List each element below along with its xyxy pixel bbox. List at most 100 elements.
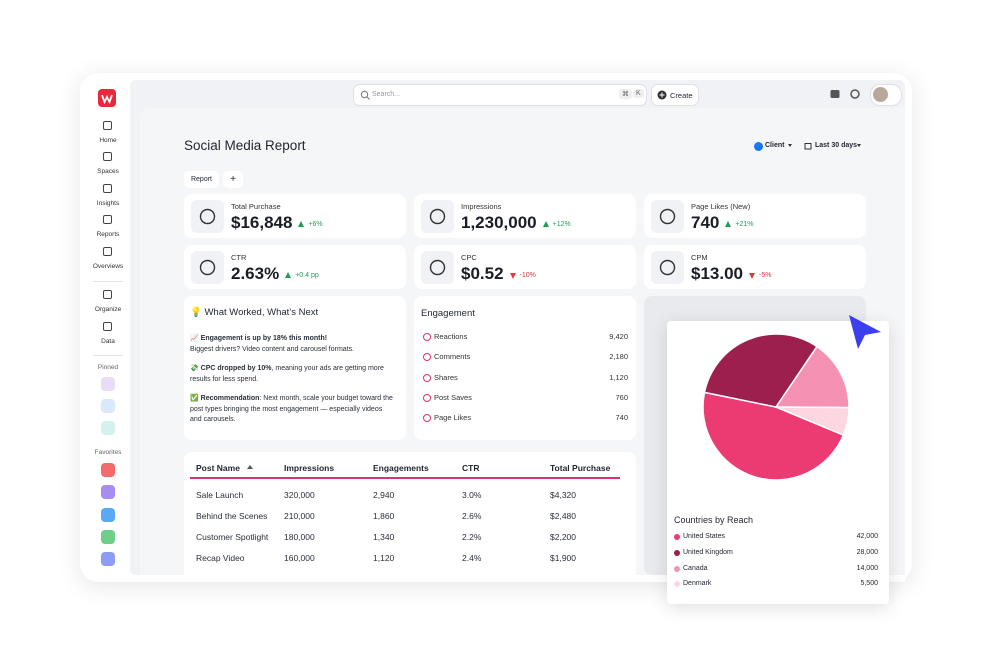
kpi-label: Impressions	[461, 202, 502, 211]
tab[interactable]: Report	[184, 171, 219, 188]
engagement-value: 760	[615, 392, 628, 402]
table-cell: Sale Launch	[196, 490, 244, 500]
insight-icon: 💸	[190, 365, 199, 372]
kpi-change: -10%	[519, 272, 536, 279]
nav-icon[interactable]	[103, 247, 112, 256]
avatar[interactable]	[870, 84, 902, 106]
kpi-change: -5%	[759, 272, 772, 279]
engagement-label: Post Saves	[434, 392, 472, 402]
shortcut-key: K	[633, 89, 644, 98]
insight-bold: CPC dropped by 10%	[200, 365, 272, 372]
engagement-label: Page Likes	[434, 413, 472, 423]
kpi-arrow	[285, 272, 292, 278]
nav-label[interactable]: Data	[101, 338, 115, 345]
activity-icon[interactable]	[849, 88, 861, 100]
table-cell: 1,340	[373, 532, 395, 542]
legend-swatch	[674, 549, 680, 556]
engagement-icon	[423, 393, 431, 402]
pie-slice	[774, 345, 850, 409]
insights-title: 💡 What Worked, What’s Next	[190, 307, 319, 318]
engagement-icon	[423, 414, 431, 423]
kpi-icon	[191, 200, 224, 233]
kpi-label: CPM	[691, 253, 708, 262]
create-button[interactable]: Create	[651, 84, 699, 106]
engagement-icon	[423, 333, 431, 341]
fav-icon[interactable]	[101, 463, 115, 477]
table-cell: 2.2%	[462, 532, 482, 542]
nav-icon[interactable]	[103, 184, 112, 193]
kpi-value: $16,848	[231, 213, 293, 232]
nav-icon[interactable]	[103, 290, 112, 299]
legend-swatch	[674, 565, 680, 572]
table-cell: Behind the Scenes	[196, 511, 268, 521]
pinned-label: Pinned	[97, 364, 119, 371]
search-icon	[360, 90, 370, 100]
fav-icon[interactable]	[101, 485, 115, 499]
nav-icon[interactable]	[103, 322, 112, 331]
insight-text: Biggest drivers? Video content and carou…	[190, 345, 355, 353]
engagement-value: 1,120	[609, 372, 628, 382]
legend-value: 14,000	[856, 564, 878, 572]
table-cell: 2.6%	[462, 511, 482, 521]
table-cell: 1,120	[373, 553, 395, 563]
files-icon[interactable]	[829, 88, 841, 100]
sidebar-divider	[93, 355, 123, 356]
engagement-label: Shares	[434, 372, 458, 382]
table-header: Total Purchase	[550, 463, 611, 473]
kpi-arrow	[509, 273, 516, 279]
engagement-value: 740	[615, 413, 628, 423]
pie-slice	[703, 333, 819, 408]
table-cell: 160,000	[284, 553, 315, 563]
pin-icon[interactable]	[101, 421, 115, 435]
kpi-arrow	[542, 221, 549, 227]
nav-icon[interactable]	[103, 215, 112, 224]
kpi-value: 1,230,000	[461, 213, 537, 232]
nav-label[interactable]: Overviews	[92, 263, 124, 270]
nav-label[interactable]: Spaces	[97, 168, 119, 175]
kpi-change: +12%	[552, 221, 571, 228]
nav-label[interactable]: Home	[99, 137, 117, 144]
table-cell: 2,940	[373, 490, 395, 500]
kpi-value: 2.63%	[231, 264, 280, 283]
nav-icon[interactable]	[103, 152, 112, 161]
legend-label: United Kingdom	[683, 548, 733, 556]
insight-item: ✅ Recommendation: Next month, scale your…	[190, 394, 395, 426]
table-cell: $2,480	[550, 511, 576, 521]
nav-icon[interactable]	[103, 121, 112, 130]
table-cell: $2,200	[550, 532, 576, 542]
range-dropdown[interactable]: Last 30 days	[815, 142, 858, 149]
page-title: Social Media Report	[184, 138, 306, 153]
kpi-change: +0.4 pp	[295, 272, 319, 279]
kpi-icon	[651, 251, 684, 284]
kpi-value: $0.52	[461, 264, 504, 283]
kpi-icon	[421, 251, 454, 284]
logo-mark	[101, 94, 113, 105]
pin-icon[interactable]	[101, 377, 115, 391]
legend-value: 42,000	[856, 533, 878, 540]
pin-icon[interactable]	[101, 399, 115, 413]
search-box[interactable]: Search... ⌘ K	[353, 84, 647, 106]
fav-icon[interactable]	[101, 552, 115, 566]
kpi-value: 740	[691, 213, 720, 232]
fav-icon[interactable]	[101, 530, 115, 544]
nav-label[interactable]: Organize	[94, 306, 122, 313]
sort-arrow[interactable]	[247, 465, 253, 469]
table-cell: $4,320	[550, 490, 576, 500]
nav-label[interactable]: Insights	[96, 200, 120, 207]
pie-chart	[702, 333, 850, 481]
add-tab[interactable]: +	[223, 171, 243, 188]
fav-icon[interactable]	[101, 508, 115, 522]
client-dropdown[interactable]: Client	[765, 142, 785, 149]
table-header[interactable]: Post Name	[196, 463, 240, 473]
engagement-label: Comments	[434, 352, 471, 362]
nav-label[interactable]: Reports	[96, 231, 120, 238]
calendar-icon	[804, 143, 812, 150]
legend-value: 5,500	[860, 580, 878, 588]
insight-bold: Engagement is up by 18% this month!	[200, 335, 328, 342]
facebook-icon	[754, 142, 763, 151]
logo[interactable]	[98, 89, 116, 107]
table-cell: 2.4%	[462, 553, 482, 563]
table-cell: Recap Video	[196, 553, 245, 563]
engagement-icon	[423, 353, 431, 362]
